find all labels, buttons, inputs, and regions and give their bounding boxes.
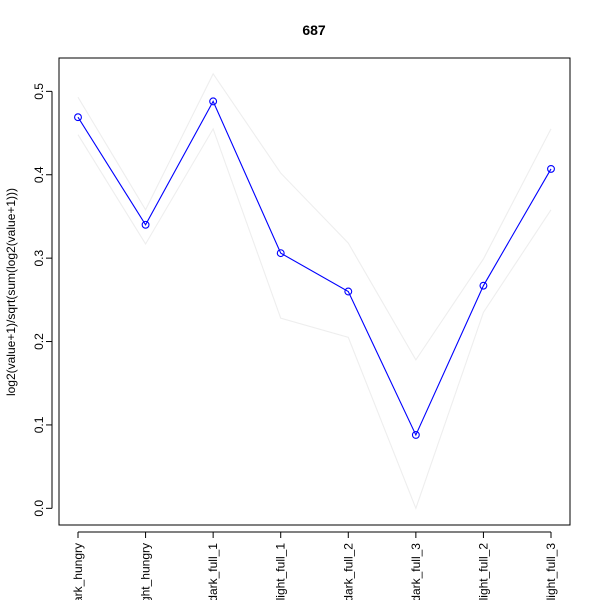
- series-line: [77, 127, 552, 510]
- series-line: [77, 72, 552, 361]
- y-tick-label: 0.4: [32, 166, 46, 183]
- x-tick-label: light_full_2: [476, 543, 490, 600]
- x-tick-label: dark_full_1: [206, 543, 220, 600]
- x-tick-label: dark_full_2: [341, 543, 355, 600]
- data-point: [547, 164, 555, 173]
- x-tick-label: light_full_3: [544, 543, 558, 600]
- y-tick-label: 0.2: [32, 333, 46, 350]
- plot-frame: [58, 57, 571, 526]
- y-tick-label: 0.1: [32, 416, 46, 433]
- y-tick-label: 0.5: [32, 83, 46, 100]
- data-point: [74, 113, 82, 122]
- data-point: [141, 220, 150, 229]
- series-line: [77, 100, 552, 437]
- y-tick-label: 0.3: [32, 249, 46, 266]
- data-point: [344, 287, 353, 296]
- data-point: [276, 249, 285, 258]
- y-tick-label: 0.0: [32, 500, 46, 517]
- x-tick-label: light_full_1: [274, 543, 288, 600]
- data-point: [479, 281, 488, 290]
- x-axis: ark_hungry ght_hungry dark_full_1 light_ful…: [71, 531, 558, 600]
- y-axis-label: log2(value+1)/sqrt(sum(log2(value+1))): [4, 188, 18, 396]
- x-tick-label: ark_hungry: [71, 543, 85, 600]
- data-point: [209, 97, 218, 106]
- chart-title: 687: [302, 22, 326, 38]
- data-point: [411, 430, 420, 439]
- x-tick-label: dark_full_3: [409, 543, 423, 600]
- x-tick-label: ght_hungry: [139, 543, 153, 600]
- series-layer: [74, 72, 555, 510]
- y-axis: 0.0 0.1 0.2 0.3 0.4 0.5: [32, 83, 53, 517]
